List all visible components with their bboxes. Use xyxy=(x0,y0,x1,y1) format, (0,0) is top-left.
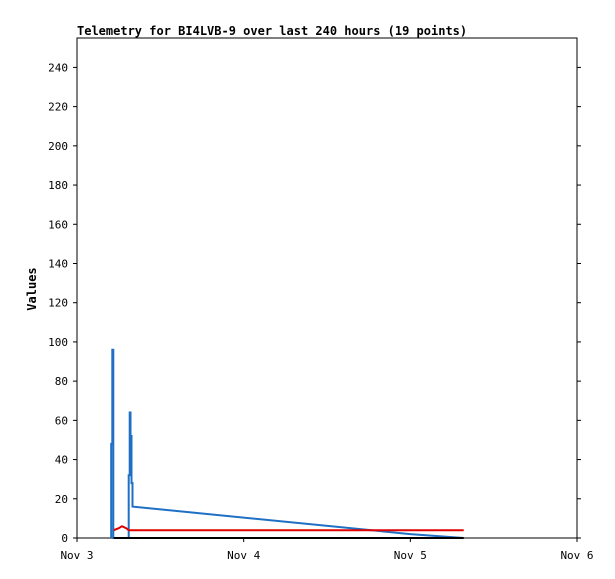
y-tick-label: 200 xyxy=(48,140,68,153)
x-tick-label: Nov 4 xyxy=(227,549,260,562)
y-tick-label: 40 xyxy=(55,454,68,467)
chart-title: Telemetry for BI4LVB-9 over last 240 hou… xyxy=(77,24,467,38)
series-line-1 xyxy=(110,348,464,539)
y-tick-label: 240 xyxy=(48,61,68,74)
y-tick-label: 60 xyxy=(55,414,68,427)
x-tick-label: Nov 3 xyxy=(60,549,93,562)
y-tick-label: 140 xyxy=(48,257,68,270)
y-axis-label: Values xyxy=(25,267,39,310)
y-tick-label: 20 xyxy=(55,493,68,506)
x-tick-label: Nov 6 xyxy=(560,549,593,562)
y-tick-label: 180 xyxy=(48,179,68,192)
y-tick-label: 120 xyxy=(48,297,68,310)
y-axis-ticks: 0 20 40 60 80 100 120 140 160 180 200 220 240 xyxy=(48,61,581,545)
plot-area-frame xyxy=(76,37,578,539)
x-tick-label: Nov 5 xyxy=(394,549,427,562)
series-line-2 xyxy=(113,525,464,532)
series-layer xyxy=(110,348,464,539)
y-tick-label: 0 xyxy=(61,532,68,545)
y-tick-label: 220 xyxy=(48,101,68,114)
y-tick-label: 100 xyxy=(48,336,68,349)
y-tick-label: 80 xyxy=(55,375,68,388)
y-tick-label: 160 xyxy=(48,218,68,231)
x-axis-ticks: Nov 3 Nov 4 Nov 5 Nov 6 xyxy=(60,538,594,562)
